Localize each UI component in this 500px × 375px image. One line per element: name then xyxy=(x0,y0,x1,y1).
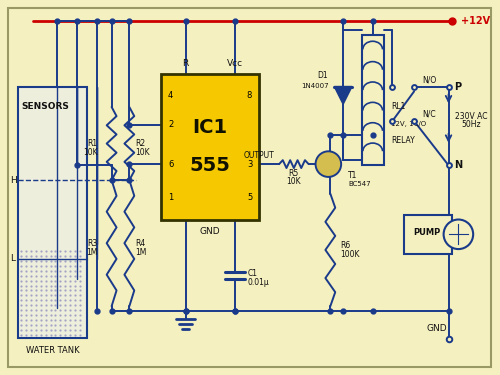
Text: N/C: N/C xyxy=(422,110,436,118)
Text: R1: R1 xyxy=(88,139,98,148)
Text: PUMP: PUMP xyxy=(413,228,440,237)
Text: 2: 2 xyxy=(168,120,173,129)
Text: 1: 1 xyxy=(168,194,173,202)
Text: D1: D1 xyxy=(318,71,328,80)
Bar xyxy=(161,74,260,219)
Text: RL1: RL1 xyxy=(392,102,406,111)
Text: 0.01µ: 0.01µ xyxy=(248,278,270,287)
Text: C1: C1 xyxy=(248,269,258,278)
Text: 10K: 10K xyxy=(83,148,98,157)
Text: 8: 8 xyxy=(247,91,252,100)
Text: 5: 5 xyxy=(247,194,252,202)
Polygon shape xyxy=(334,87,352,104)
Text: 1M: 1M xyxy=(86,248,98,256)
Text: WATER TANK: WATER TANK xyxy=(26,346,80,355)
Text: 1M: 1M xyxy=(136,248,146,256)
Text: 230V AC: 230V AC xyxy=(455,112,488,121)
Bar xyxy=(18,87,87,338)
Text: 10K: 10K xyxy=(286,177,301,186)
Text: R4: R4 xyxy=(136,238,145,248)
Text: GND: GND xyxy=(426,324,447,333)
Text: N/O: N/O xyxy=(422,75,436,84)
Text: 555: 555 xyxy=(190,156,230,175)
Text: T1: T1 xyxy=(348,171,358,180)
Text: 3: 3 xyxy=(247,160,252,169)
Text: +12V: +12V xyxy=(462,15,490,26)
Bar xyxy=(404,214,452,254)
Text: GND: GND xyxy=(200,227,220,236)
Text: L: L xyxy=(10,254,16,263)
Text: 1N4007: 1N4007 xyxy=(300,82,328,88)
Text: R5: R5 xyxy=(288,170,299,178)
Text: R: R xyxy=(182,59,188,68)
Text: 50Hz: 50Hz xyxy=(462,120,481,129)
Text: OUTPUT: OUTPUT xyxy=(244,151,275,160)
Text: RELAY: RELAY xyxy=(392,136,415,145)
Circle shape xyxy=(444,219,473,249)
Text: 12V, 1C/O: 12V, 1C/O xyxy=(392,121,426,127)
Text: IC1: IC1 xyxy=(192,118,228,137)
Text: 100K: 100K xyxy=(340,251,359,260)
Text: 10K: 10K xyxy=(136,148,150,157)
Circle shape xyxy=(316,151,341,177)
Text: R6: R6 xyxy=(340,241,350,250)
Text: 4: 4 xyxy=(168,91,173,100)
Text: SENSORS: SENSORS xyxy=(21,102,69,111)
Text: H: H xyxy=(10,176,16,184)
Text: N: N xyxy=(454,160,462,170)
Bar xyxy=(362,35,384,165)
Text: P: P xyxy=(454,81,462,92)
Text: R2: R2 xyxy=(136,139,145,148)
Text: BC547: BC547 xyxy=(348,181,370,187)
Text: Vcc: Vcc xyxy=(226,59,243,68)
Text: R3: R3 xyxy=(88,238,98,248)
Text: 6: 6 xyxy=(168,160,173,169)
